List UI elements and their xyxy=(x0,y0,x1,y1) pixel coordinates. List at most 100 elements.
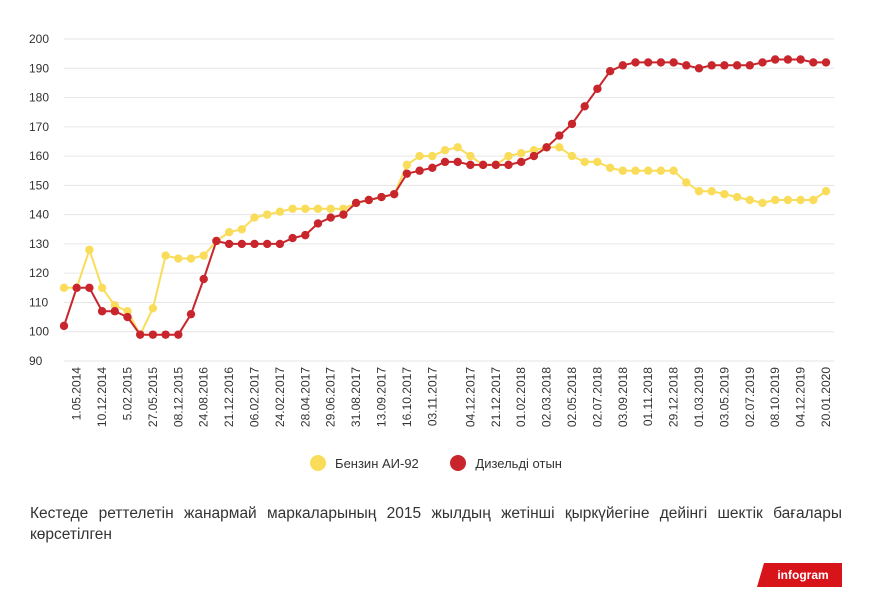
data-point xyxy=(682,61,691,70)
legend-item-petrol[interactable]: Бензин АИ-92 xyxy=(310,455,419,471)
data-point xyxy=(504,160,513,170)
data-point xyxy=(59,283,69,293)
data-point xyxy=(402,169,412,178)
data-point xyxy=(59,321,69,331)
series-line xyxy=(63,58,826,336)
data-point xyxy=(821,58,831,67)
data-point xyxy=(428,151,437,161)
x-tick-label: 21.12.2017 xyxy=(489,367,503,427)
data-point xyxy=(720,189,729,199)
data-point xyxy=(694,64,704,73)
x-tick-label: 06.02.2017 xyxy=(248,367,262,427)
data-point xyxy=(478,160,488,170)
y-axis-ticks: 90 100 110 120 130 140 150 160 170 180 190 200 xyxy=(29,32,49,368)
data-point xyxy=(136,330,145,339)
data-point xyxy=(567,119,577,129)
data-point xyxy=(85,245,94,254)
series-lines xyxy=(63,58,827,337)
data-point xyxy=(758,58,767,67)
x-tick-label: 04.12.2019 xyxy=(794,367,808,427)
legend-item-diesel[interactable]: Дизельді отын xyxy=(450,455,562,471)
data-point xyxy=(186,309,196,319)
data-point xyxy=(326,204,335,213)
x-axis-ticks: 1.05.2014 10.12.2014 5.02.2015 27.05.2015 08… xyxy=(70,367,833,427)
data-point xyxy=(402,160,412,170)
x-tick-label: 1.05.2014 xyxy=(70,367,84,421)
data-point xyxy=(605,163,615,172)
data-point xyxy=(148,304,158,313)
data-point xyxy=(593,157,602,167)
data-point xyxy=(453,143,462,152)
y-tick-label: 130 xyxy=(29,237,49,251)
x-tick-label: 24.02.2017 xyxy=(273,367,287,427)
data-point xyxy=(517,148,526,158)
x-tick-label: 01.03.2019 xyxy=(692,367,706,427)
data-point xyxy=(783,55,793,64)
data-point xyxy=(224,239,234,249)
data-point xyxy=(339,210,348,219)
x-tick-label: 20.01.2020 xyxy=(819,367,833,427)
data-point xyxy=(174,254,183,263)
data-point xyxy=(288,233,297,243)
data-point xyxy=(631,166,640,175)
legend-label: Дизельді отын xyxy=(475,455,562,471)
x-tick-label: 13.09.2017 xyxy=(375,367,389,427)
x-tick-label: 29.06.2017 xyxy=(324,367,338,427)
data-point xyxy=(682,178,691,187)
x-tick-label: 31.08.2017 xyxy=(349,367,363,427)
data-point xyxy=(529,151,539,161)
x-tick-label: 03.05.2019 xyxy=(717,367,731,427)
series-points xyxy=(59,55,831,339)
data-point xyxy=(517,157,526,167)
data-point xyxy=(809,195,818,205)
x-tick-label: 04.12.2017 xyxy=(463,367,477,427)
data-point xyxy=(567,151,577,161)
chart-grid xyxy=(64,38,834,362)
data-point xyxy=(199,274,208,284)
data-point xyxy=(605,67,615,76)
data-point xyxy=(339,204,348,213)
data-point xyxy=(263,239,272,249)
line-chart: 90 100 110 120 130 140 150 160 170 180 190 200 1.05… xyxy=(29,32,834,427)
data-point xyxy=(707,61,716,70)
data-point xyxy=(123,312,132,322)
x-tick-label: 02.05.2018 xyxy=(565,367,579,427)
data-point xyxy=(796,195,805,205)
data-point xyxy=(618,166,627,175)
data-point xyxy=(161,251,170,260)
data-point xyxy=(326,213,335,222)
infogram-logo[interactable]: infogram xyxy=(757,563,842,587)
data-point xyxy=(174,330,183,339)
y-tick-label: 190 xyxy=(29,61,49,75)
data-point xyxy=(263,210,272,219)
data-point xyxy=(732,61,742,70)
data-point xyxy=(529,146,539,155)
data-point xyxy=(415,166,424,175)
data-point xyxy=(301,204,310,213)
x-tick-label: 01.11.2018 xyxy=(641,367,655,426)
x-tick-label: 27.05.2015 xyxy=(146,367,160,427)
series-line xyxy=(64,146,827,337)
data-point xyxy=(555,143,564,152)
x-tick-label: 28.04.2017 xyxy=(298,367,312,427)
data-point xyxy=(491,160,500,170)
chart-caption: Кестеде реттелетін жанармай маркаларының… xyxy=(30,505,842,543)
data-point xyxy=(428,163,437,172)
y-tick-label: 90 xyxy=(29,354,43,368)
data-point xyxy=(644,58,653,67)
data-point xyxy=(123,307,132,316)
data-point xyxy=(313,204,323,213)
data-point xyxy=(110,307,120,316)
data-point xyxy=(415,151,424,161)
data-point xyxy=(199,251,208,260)
data-point xyxy=(148,330,158,339)
data-point xyxy=(377,192,386,202)
x-tick-label: 24.08.2016 xyxy=(197,367,211,427)
y-tick-label: 110 xyxy=(29,295,48,309)
x-tick-label: 08.12.2015 xyxy=(171,367,185,427)
data-point xyxy=(224,228,234,237)
data-point xyxy=(732,192,742,202)
data-point xyxy=(618,61,627,70)
data-point xyxy=(580,157,589,167)
x-tick-label: 03.09.2018 xyxy=(616,367,630,427)
